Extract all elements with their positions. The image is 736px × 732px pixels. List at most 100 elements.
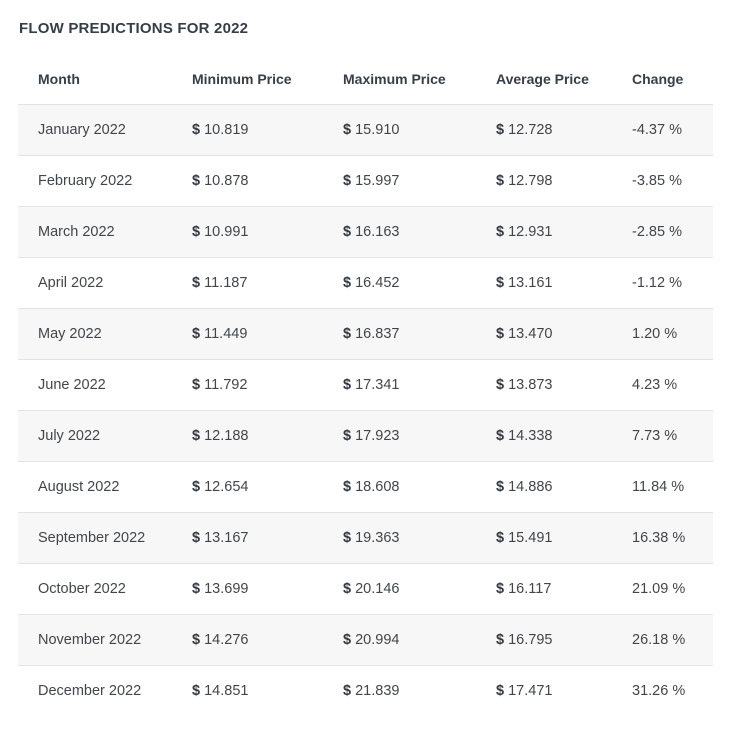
table-row: June 2022 $ 11.792 $ 17.341 $ 13.873 4.23 % [18, 359, 713, 410]
max-price-cell: $ 17.923 [343, 427, 400, 444]
month-cell: April 2022 [38, 274, 104, 291]
currency-symbol: $ [343, 325, 352, 342]
month-cell: February 2022 [38, 172, 133, 189]
column-header-average-price: Average Price [496, 70, 589, 87]
currency-symbol: $ [343, 376, 352, 393]
currency-symbol: $ [192, 631, 201, 648]
currency-symbol: $ [343, 274, 352, 291]
currency-symbol: $ [192, 682, 201, 699]
min-price-cell: $ 12.654 [192, 478, 249, 495]
max-price-cell: $ 16.452 [343, 274, 400, 291]
change-cell: 31.26 % [632, 682, 686, 699]
currency-symbol: $ [496, 427, 505, 444]
max-price-cell: $ 16.837 [343, 325, 400, 342]
min-price-cell: $ 13.167 [192, 529, 249, 546]
column-header-minimum-price: Minimum Price [192, 70, 292, 87]
min-price-cell: $ 11.792 [192, 376, 248, 393]
currency-symbol: $ [192, 580, 201, 597]
min-price-cell: $ 10.819 [192, 121, 249, 138]
currency-symbol: $ [343, 580, 352, 597]
month-cell: July 2022 [38, 427, 101, 444]
max-price-cell: $ 20.994 [343, 631, 400, 648]
avg-price-cell: $ 17.471 [496, 682, 553, 699]
avg-price-cell: $ 15.491 [496, 529, 553, 546]
table-row: September 2022 $ 13.167 $ 19.363 $ 15.491 16… [18, 512, 713, 563]
min-price-cell: $ 13.699 [192, 580, 249, 597]
currency-symbol: $ [343, 172, 352, 189]
month-cell: August 2022 [38, 478, 120, 495]
avg-price-cell: $ 12.931 [496, 223, 553, 240]
month-cell: December 2022 [38, 682, 142, 699]
change-cell: 4.23 % [632, 376, 678, 393]
page-container: FLOW PREDICTIONS FOR 2022 Month Minimum … [18, 20, 713, 716]
currency-symbol: $ [192, 376, 201, 393]
min-price-cell: $ 11.449 [192, 325, 248, 342]
avg-price-cell: $ 14.338 [496, 427, 553, 444]
avg-price-cell: $ 13.873 [496, 376, 553, 393]
column-header-change: Change [632, 70, 684, 87]
table-row: March 2022 $ 10.991 $ 16.163 $ 12.931 -2.85 … [18, 206, 713, 257]
predictions-table: Month Minimum Price Maximum Price Averag… [18, 54, 713, 716]
currency-symbol: $ [192, 274, 201, 291]
month-cell: October 2022 [38, 580, 126, 597]
column-header-month: Month [38, 70, 80, 87]
change-cell: -4.37 % [632, 121, 682, 138]
table-row: October 2022 $ 13.699 $ 20.146 $ 16.117 21.0… [18, 563, 713, 614]
currency-symbol: $ [343, 631, 352, 648]
currency-symbol: $ [496, 274, 505, 291]
avg-price-cell: $ 16.795 [496, 631, 553, 648]
change-cell: 7.73 % [632, 427, 678, 444]
currency-symbol: $ [496, 478, 505, 495]
avg-price-cell: $ 13.161 [496, 274, 553, 291]
currency-symbol: $ [192, 172, 201, 189]
currency-symbol: $ [343, 121, 352, 138]
max-price-cell: $ 17.341 [343, 376, 400, 393]
currency-symbol: $ [496, 529, 505, 546]
currency-symbol: $ [343, 682, 352, 699]
currency-symbol: $ [496, 376, 505, 393]
page-title: FLOW PREDICTIONS FOR 2022 [19, 20, 249, 37]
table-row: December 2022 $ 14.851 $ 21.839 $ 17.471 31.… [18, 665, 713, 716]
min-price-cell: $ 10.991 [192, 223, 249, 240]
column-header-maximum-price: Maximum Price [343, 70, 446, 87]
month-cell: June 2022 [38, 376, 106, 393]
table-row: May 2022 $ 11.449 $ 16.837 $ 13.470 1.20 % [18, 308, 713, 359]
currency-symbol: $ [496, 325, 505, 342]
min-price-cell: $ 12.188 [192, 427, 249, 444]
currency-symbol: $ [343, 223, 352, 240]
month-cell: March 2022 [38, 223, 115, 240]
currency-symbol: $ [496, 223, 505, 240]
currency-symbol: $ [343, 529, 352, 546]
change-cell: -1.12 % [632, 274, 682, 291]
currency-symbol: $ [496, 631, 505, 648]
header-row: Month Minimum Price Maximum Price Averag… [18, 54, 713, 104]
table-row: April 2022 $ 11.187 $ 16.452 $ 13.161 -1.12 … [18, 257, 713, 308]
min-price-cell: $ 14.851 [192, 682, 249, 699]
table-row: February 2022 $ 10.878 $ 15.997 $ 12.798 -3.… [18, 155, 713, 206]
avg-price-cell: $ 13.470 [496, 325, 553, 342]
change-cell: 26.18 % [632, 631, 686, 648]
month-cell: November 2022 [38, 631, 142, 648]
max-price-cell: $ 19.363 [343, 529, 400, 546]
min-price-cell: $ 11.187 [192, 274, 248, 291]
table-row: August 2022 $ 12.654 $ 18.608 $ 14.886 11.84… [18, 461, 713, 512]
max-price-cell: $ 15.997 [343, 172, 400, 189]
max-price-cell: $ 18.608 [343, 478, 400, 495]
max-price-cell: $ 21.839 [343, 682, 400, 699]
month-cell: May 2022 [38, 325, 102, 342]
currency-symbol: $ [496, 580, 505, 597]
currency-symbol: $ [192, 427, 201, 444]
max-price-cell: $ 20.146 [343, 580, 400, 597]
change-cell: 11.84 % [632, 478, 685, 495]
min-price-cell: $ 14.276 [192, 631, 249, 648]
change-cell: 1.20 % [632, 325, 678, 342]
table-body: January 2022 $ 10.819 $ 15.910 $ 12.728 -4.3… [18, 104, 713, 716]
table-row: November 2022 $ 14.276 $ 20.994 $ 16.795 26.… [18, 614, 713, 665]
currency-symbol: $ [343, 478, 352, 495]
avg-price-cell: $ 16.117 [496, 580, 552, 597]
table-row: July 2022 $ 12.188 $ 17.923 $ 14.338 7.73 % [18, 410, 713, 461]
currency-symbol: $ [192, 121, 201, 138]
currency-symbol: $ [192, 478, 201, 495]
change-cell: 21.09 % [632, 580, 686, 597]
currency-symbol: $ [496, 121, 505, 138]
